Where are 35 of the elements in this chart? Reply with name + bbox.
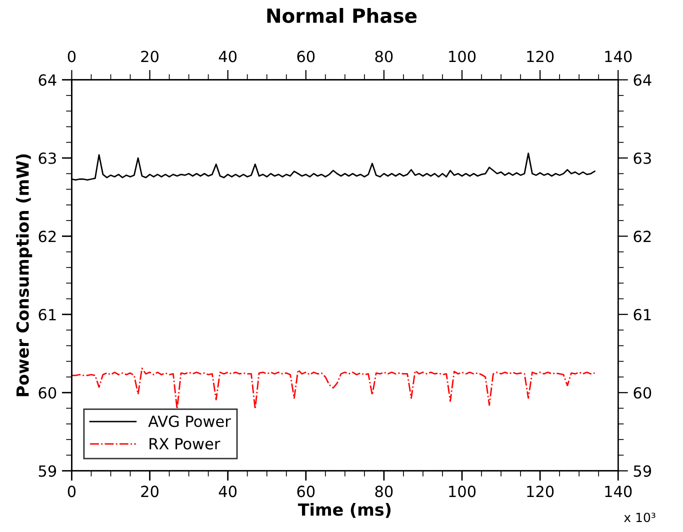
- y-tick-label: 64: [38, 74, 56, 86]
- y2-tick-label: 60: [634, 387, 652, 399]
- legend-label: AVG Power: [148, 416, 231, 428]
- x-tick-label: 40: [218, 486, 237, 498]
- y2-tick-label: 61: [634, 308, 651, 320]
- chart-title: Normal Phase: [267, 8, 417, 24]
- x2-tick-label: 60: [297, 50, 315, 62]
- y-axis-title: Power Consumption (mW): [16, 154, 32, 396]
- y-tick-label: 60: [38, 387, 56, 399]
- x2-tick-label: 20: [141, 50, 158, 62]
- x2-tick-label: 120: [527, 50, 554, 62]
- y-tick-label: 61: [38, 308, 56, 320]
- x2-tick-label: 40: [218, 50, 237, 62]
- y2-tick-label: 63: [634, 152, 651, 164]
- y2-tick-label: 59: [634, 465, 652, 477]
- y-tick-label: 62: [38, 230, 56, 242]
- x2-tick-label: 100: [449, 50, 476, 62]
- x2-tick-label: 80: [375, 50, 393, 62]
- x2-tick-label: 140: [605, 50, 632, 62]
- x-tick-label: 120: [527, 486, 554, 498]
- line-series: [72, 368, 596, 410]
- x-tick-label: 100: [449, 486, 476, 498]
- y2-tick-label: 62: [634, 230, 651, 242]
- y2-tick-label: 64: [634, 74, 652, 86]
- x-tick-label: 60: [297, 486, 315, 498]
- x-tick-label: 0: [68, 486, 76, 498]
- text: x 10³: [624, 512, 656, 522]
- x-tick-label: 20: [141, 486, 158, 498]
- x-axis-title: Time (ms): [298, 502, 391, 518]
- y-tick-label: 63: [38, 152, 56, 164]
- x-tick-label: 80: [375, 486, 393, 498]
- x-tick-label: 140: [605, 486, 632, 498]
- x2-tick-label: 0: [68, 50, 76, 62]
- y-tick-label: 59: [38, 465, 56, 477]
- legend-label: RX Power: [150, 438, 220, 450]
